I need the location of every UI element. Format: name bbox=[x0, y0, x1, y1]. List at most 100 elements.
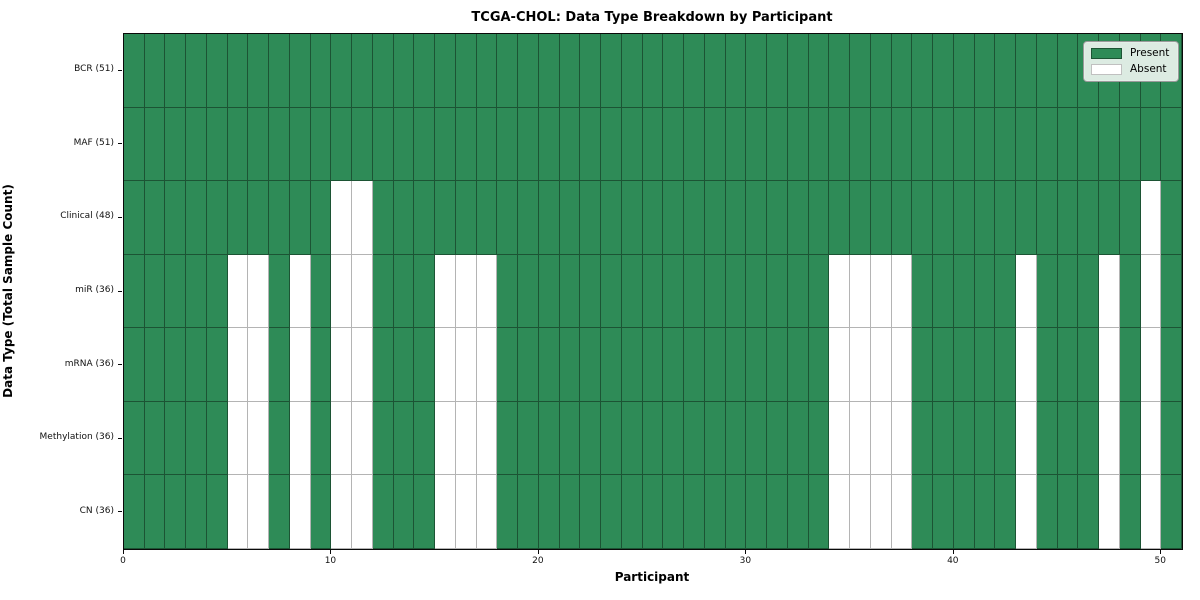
heatmap-cell-CN-49 bbox=[1140, 475, 1162, 549]
heatmap-cell-Methylation-41 bbox=[974, 401, 996, 476]
heatmap-cell-MAF-18 bbox=[497, 107, 519, 182]
y-tick-mark-BCR bbox=[118, 69, 122, 71]
heatmap-cell-Methylation-43 bbox=[1016, 401, 1037, 476]
heatmap-cell-BCR-8 bbox=[289, 34, 311, 108]
heatmap-cell-MAF-46 bbox=[1078, 107, 1100, 182]
heatmap-cell-Methylation-6 bbox=[248, 401, 270, 476]
heatmap-cell-miR-18 bbox=[497, 254, 519, 329]
heatmap-cell-BCR-33 bbox=[808, 34, 830, 108]
heatmap-cell-mRNA-25 bbox=[642, 328, 664, 402]
heatmap-cell-Clinical-18 bbox=[497, 181, 519, 255]
heatmap-cell-MAF-48 bbox=[1119, 107, 1141, 182]
heatmap-cell-Clinical-17 bbox=[476, 181, 498, 255]
heatmap-cell-Methylation-38 bbox=[912, 401, 934, 476]
heatmap-cell-CN-47 bbox=[1099, 475, 1120, 549]
heatmap-cell-CN-14 bbox=[414, 475, 436, 549]
heatmap-cell-Clinical-47 bbox=[1099, 181, 1120, 255]
heatmap-cell-MAF-13 bbox=[393, 107, 415, 182]
heatmap-cell-CN-13 bbox=[393, 475, 415, 549]
heatmap-cell-MAF-50 bbox=[1161, 107, 1182, 182]
heatmap-cell-CN-8 bbox=[289, 475, 311, 549]
heatmap-cell-Clinical-14 bbox=[414, 181, 436, 255]
heatmap-cell-miR-28 bbox=[704, 254, 726, 329]
heatmap-cell-miR-35 bbox=[850, 254, 871, 329]
heatmap-cell-Methylation-46 bbox=[1078, 401, 1100, 476]
x-axis-label: Participant bbox=[614, 570, 690, 584]
heatmap-cell-CN-40 bbox=[953, 475, 975, 549]
y-axis-label: Data Type (Total Sample Count) bbox=[1, 184, 15, 398]
heatmap-cell-MAF-27 bbox=[684, 107, 705, 182]
heatmap-cell-Methylation-36 bbox=[870, 401, 892, 476]
heatmap-cell-Methylation-8 bbox=[289, 401, 311, 476]
heatmap-cell-Clinical-27 bbox=[684, 181, 705, 255]
heatmap-cell-MAF-34 bbox=[829, 107, 851, 182]
present-swatch-icon bbox=[1091, 48, 1122, 59]
heatmap-cell-mRNA-9 bbox=[310, 328, 332, 402]
heatmap-cell-Methylation-28 bbox=[704, 401, 726, 476]
heatmap-cell-Clinical-28 bbox=[704, 181, 726, 255]
heatmap-cell-mRNA-2 bbox=[165, 328, 187, 402]
heatmap-cell-CN-23 bbox=[601, 475, 622, 549]
heatmap-cell-BCR-32 bbox=[787, 34, 809, 108]
heatmap-cell-MAF-8 bbox=[289, 107, 311, 182]
heatmap-cell-mRNA-37 bbox=[891, 328, 913, 402]
heatmap-cell-miR-0 bbox=[124, 254, 145, 329]
heatmap-cell-mRNA-39 bbox=[933, 328, 954, 402]
heatmap-cell-BCR-41 bbox=[974, 34, 996, 108]
heatmap-cell-MAF-7 bbox=[269, 107, 290, 182]
heatmap-cell-mRNA-10 bbox=[331, 328, 353, 402]
heatmap-cell-CN-16 bbox=[455, 475, 477, 549]
heatmap-cell-MAF-42 bbox=[995, 107, 1017, 182]
heatmap-cell-miR-34 bbox=[829, 254, 851, 329]
heatmap-cell-MAF-16 bbox=[455, 107, 477, 182]
heatmap-cell-Methylation-4 bbox=[206, 401, 228, 476]
heatmap-cell-Clinical-10 bbox=[331, 181, 353, 255]
heatmap-cell-BCR-35 bbox=[850, 34, 871, 108]
heatmap-cell-BCR-11 bbox=[352, 34, 373, 108]
heatmap-cell-Clinical-36 bbox=[870, 181, 892, 255]
heatmap-cell-BCR-17 bbox=[476, 34, 498, 108]
heatmap-cell-Clinical-44 bbox=[1036, 181, 1058, 255]
legend: Present Absent bbox=[1083, 41, 1180, 82]
heatmap-cell-MAF-9 bbox=[310, 107, 332, 182]
heatmap-cell-CN-36 bbox=[870, 475, 892, 549]
heatmap-cell-CN-1 bbox=[144, 475, 166, 549]
heatmap-cell-miR-47 bbox=[1099, 254, 1120, 329]
x-tick-label-20: 20 bbox=[532, 556, 544, 566]
heatmap-cell-miR-21 bbox=[559, 254, 581, 329]
heatmap-cell-MAF-5 bbox=[227, 107, 249, 182]
heatmap-cell-MAF-4 bbox=[206, 107, 228, 182]
heatmap-cell-Methylation-7 bbox=[269, 401, 290, 476]
y-tick-mark-Methylation bbox=[118, 437, 122, 439]
heatmap-cell-Clinical-21 bbox=[559, 181, 581, 255]
heatmap-cell-miR-14 bbox=[414, 254, 436, 329]
heatmap-cell-mRNA-22 bbox=[580, 328, 602, 402]
heatmap-cell-BCR-40 bbox=[953, 34, 975, 108]
heatmap-cell-mRNA-23 bbox=[601, 328, 622, 402]
x-tick-label-40: 40 bbox=[947, 556, 959, 566]
heatmap-cell-BCR-38 bbox=[912, 34, 934, 108]
x-tick-mark-30 bbox=[745, 550, 747, 554]
heatmap-cell-miR-46 bbox=[1078, 254, 1100, 329]
heatmap-cell-BCR-37 bbox=[891, 34, 913, 108]
x-tick-label-50: 50 bbox=[1154, 556, 1166, 566]
heatmap-cell-miR-26 bbox=[663, 254, 685, 329]
heatmap-cell-Clinical-25 bbox=[642, 181, 664, 255]
heatmap-cell-CN-41 bbox=[974, 475, 996, 549]
heatmap-cell-Methylation-49 bbox=[1140, 401, 1162, 476]
heatmap-cell-CN-17 bbox=[476, 475, 498, 549]
heatmap-cell-Methylation-5 bbox=[227, 401, 249, 476]
heatmap-cell-miR-3 bbox=[186, 254, 207, 329]
y-tick-mark-miR bbox=[118, 290, 122, 292]
heatmap-cell-BCR-0 bbox=[124, 34, 145, 108]
heatmap-cell-miR-36 bbox=[870, 254, 892, 329]
heatmap-cell-BCR-19 bbox=[518, 34, 539, 108]
heatmap-cell-CN-19 bbox=[518, 475, 539, 549]
heatmap-cell-Clinical-11 bbox=[352, 181, 373, 255]
heatmap-cell-MAF-23 bbox=[601, 107, 622, 182]
heatmap-cell-Methylation-50 bbox=[1161, 401, 1182, 476]
heatmap-cell-MAF-43 bbox=[1016, 107, 1037, 182]
heatmap-cell-BCR-21 bbox=[559, 34, 581, 108]
heatmap-cell-BCR-2 bbox=[165, 34, 187, 108]
heatmap-cell-Clinical-20 bbox=[538, 181, 560, 255]
